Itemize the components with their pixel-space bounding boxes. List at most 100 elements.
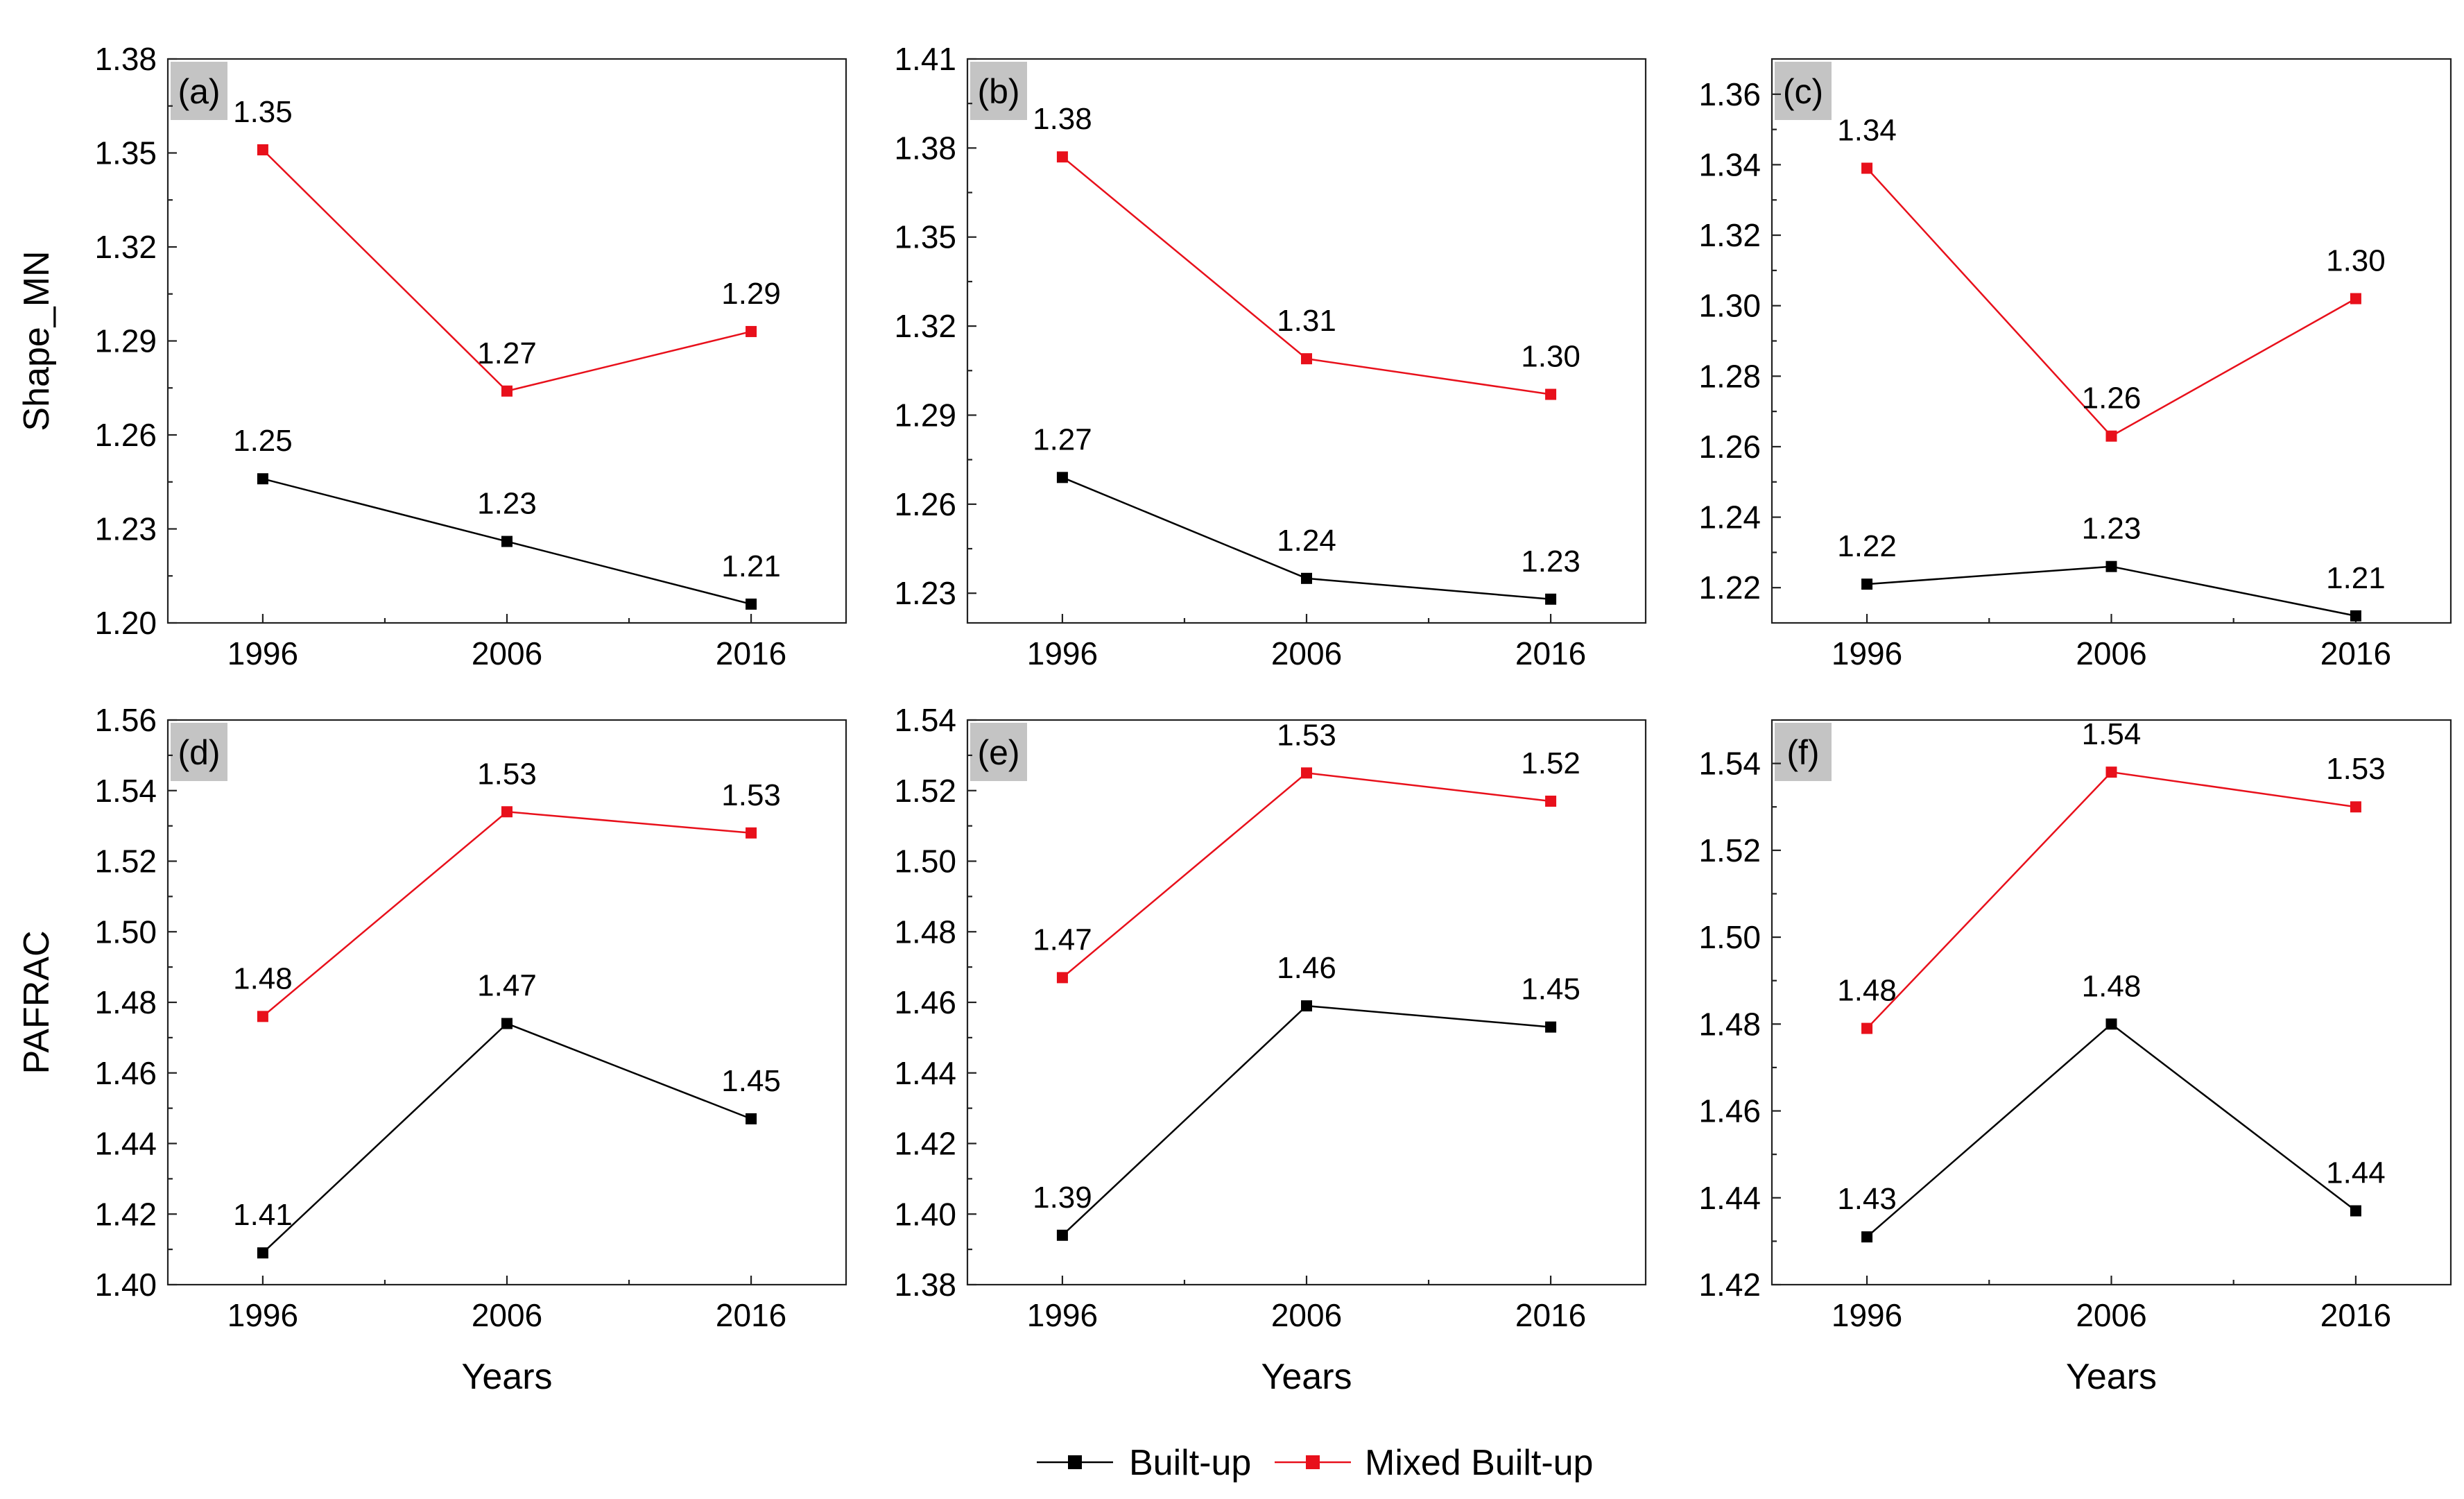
y-tick-label: 1.23 [94, 511, 157, 547]
data-label-builtup: 1.27 [1033, 422, 1092, 456]
point-mixed [2350, 801, 2361, 813]
y-tick-label: 1.42 [94, 1196, 157, 1232]
panel-tag-label: (f) [1786, 733, 1819, 772]
x-tick-label: 1996 [1027, 635, 1098, 671]
y-tick-label: 1.36 [1698, 76, 1761, 112]
x-tick-label: 2016 [716, 635, 786, 671]
data-label-mixed: 1.54 [2082, 717, 2142, 751]
point-builtup [257, 473, 268, 485]
data-label-mixed: 1.30 [2326, 244, 2386, 278]
point-mixed [2350, 293, 2361, 305]
series-line-mixed [1062, 772, 1551, 979]
data-label-mixed: 1.35 [233, 95, 293, 129]
y-tick-label: 1.44 [1698, 1180, 1761, 1216]
data-label-mixed: 1.34 [1837, 114, 1897, 148]
panel-tag-label: (e) [977, 733, 1019, 772]
data-label-mixed: 1.27 [477, 336, 537, 370]
y-tick-label: 1.48 [1698, 1006, 1761, 1042]
x-tick-label: 2006 [1271, 1297, 1342, 1333]
x-tick-label: 1996 [1832, 1297, 1902, 1333]
data-label-builtup: 1.45 [1521, 973, 1580, 1007]
data-label-builtup: 1.23 [2082, 512, 2142, 546]
panel-tag-box [970, 62, 1027, 120]
y-tick-label: 1.22 [1698, 569, 1761, 606]
panel-tag-label: (d) [178, 733, 220, 772]
point-builtup [2350, 1205, 2361, 1217]
y-tick-label: 1.40 [894, 1196, 956, 1232]
data-label-mixed: 1.52 [1521, 746, 1580, 780]
data-label-builtup: 1.46 [1277, 951, 1336, 985]
point-mixed [1861, 1022, 1873, 1034]
x-tick-label: 2006 [472, 1297, 542, 1333]
y-tick-label: 1.52 [894, 773, 956, 809]
y-tick-label: 1.52 [94, 843, 157, 880]
y-tick-label: 1.40 [94, 1267, 157, 1303]
data-label-mixed: 1.38 [1033, 102, 1092, 136]
x-tick-label: 2006 [2076, 1297, 2146, 1333]
data-label-builtup: 1.21 [2326, 561, 2386, 595]
y-axis-title: PAFRAC [17, 930, 57, 1074]
series-line-builtup [1866, 565, 2357, 617]
y-tick-label: 1.56 [94, 702, 157, 738]
legend-mixed-marker [1306, 1455, 1320, 1469]
point-builtup [1301, 1000, 1312, 1012]
legend-builtup-marker [1068, 1455, 1082, 1469]
point-mixed [1301, 353, 1312, 365]
y-tick-label: 1.46 [94, 1055, 157, 1091]
point-builtup [2105, 1018, 2117, 1030]
x-tick-label: 2006 [472, 635, 542, 671]
x-tick-label: 2006 [2076, 635, 2146, 671]
y-tick-label: 1.46 [1698, 1093, 1761, 1129]
x-tick-label: 1996 [1027, 1297, 1098, 1333]
y-tick-label: 1.34 [1698, 146, 1761, 182]
point-mixed [501, 806, 512, 818]
data-label-mixed: 1.53 [721, 778, 781, 812]
panel-tag-box [171, 62, 227, 120]
data-label-builtup: 1.25 [233, 424, 293, 458]
data-label-builtup: 1.23 [1521, 545, 1580, 579]
data-label-mixed: 1.53 [2326, 752, 2386, 786]
x-tick-label: 1996 [227, 1297, 298, 1333]
point-mixed [501, 385, 512, 397]
x-axis-title: Years [2066, 1357, 2157, 1397]
x-tick-label: 2016 [2320, 635, 2391, 671]
point-builtup [1545, 1021, 1557, 1033]
y-tick-label: 1.20 [94, 605, 157, 641]
x-axis-title: Years [1261, 1357, 1352, 1397]
panel-tag-label: (a) [178, 72, 220, 111]
y-tick-label: 1.26 [1698, 429, 1761, 465]
data-label-builtup: 1.41 [233, 1198, 293, 1232]
x-tick-label: 1996 [1832, 635, 1902, 671]
point-builtup [1056, 1229, 1068, 1241]
data-label-builtup: 1.43 [1837, 1182, 1897, 1216]
y-tick-label: 1.26 [894, 486, 956, 522]
panel-d: (d) 1.40 1.42 1.44 1.46 1.48 1.50 1.52 1.54 1.56 1… [17, 702, 847, 1397]
legend-mixed-label: Mixed Built-up [1365, 1443, 1593, 1483]
series-line-builtup [262, 1022, 752, 1254]
x-tick-label: 1996 [227, 635, 298, 671]
y-tick-label: 1.38 [894, 1267, 956, 1303]
y-tick-label: 1.42 [894, 1126, 956, 1162]
y-axis-title: Shape_MN [17, 250, 57, 431]
data-label-mixed: 1.26 [2082, 382, 2142, 416]
point-builtup [501, 1018, 512, 1029]
data-label-builtup: 1.24 [1277, 524, 1336, 558]
panel-tag-box [1775, 62, 1832, 120]
x-tick-label: 2016 [1515, 635, 1586, 671]
point-mixed [1545, 388, 1557, 400]
y-tick-label: 1.46 [894, 984, 956, 1020]
y-tick-label: 1.54 [94, 773, 157, 809]
point-mixed [1301, 767, 1312, 779]
panel-tag-label: (b) [977, 72, 1019, 111]
y-tick-label: 1.23 [894, 575, 956, 611]
point-builtup [1056, 472, 1068, 483]
y-tick-label: 1.54 [1698, 746, 1761, 782]
data-label-mixed: 1.31 [1277, 304, 1336, 338]
y-tick-label: 1.48 [894, 914, 956, 950]
y-tick-label: 1.42 [1698, 1267, 1761, 1303]
y-tick-label: 1.54 [894, 702, 956, 738]
series-line-builtup [1062, 1004, 1551, 1236]
legend-builtup-label: Built-up [1129, 1443, 1251, 1483]
x-tick-label: 2016 [2320, 1297, 2391, 1333]
y-tick-label: 1.32 [94, 229, 157, 265]
